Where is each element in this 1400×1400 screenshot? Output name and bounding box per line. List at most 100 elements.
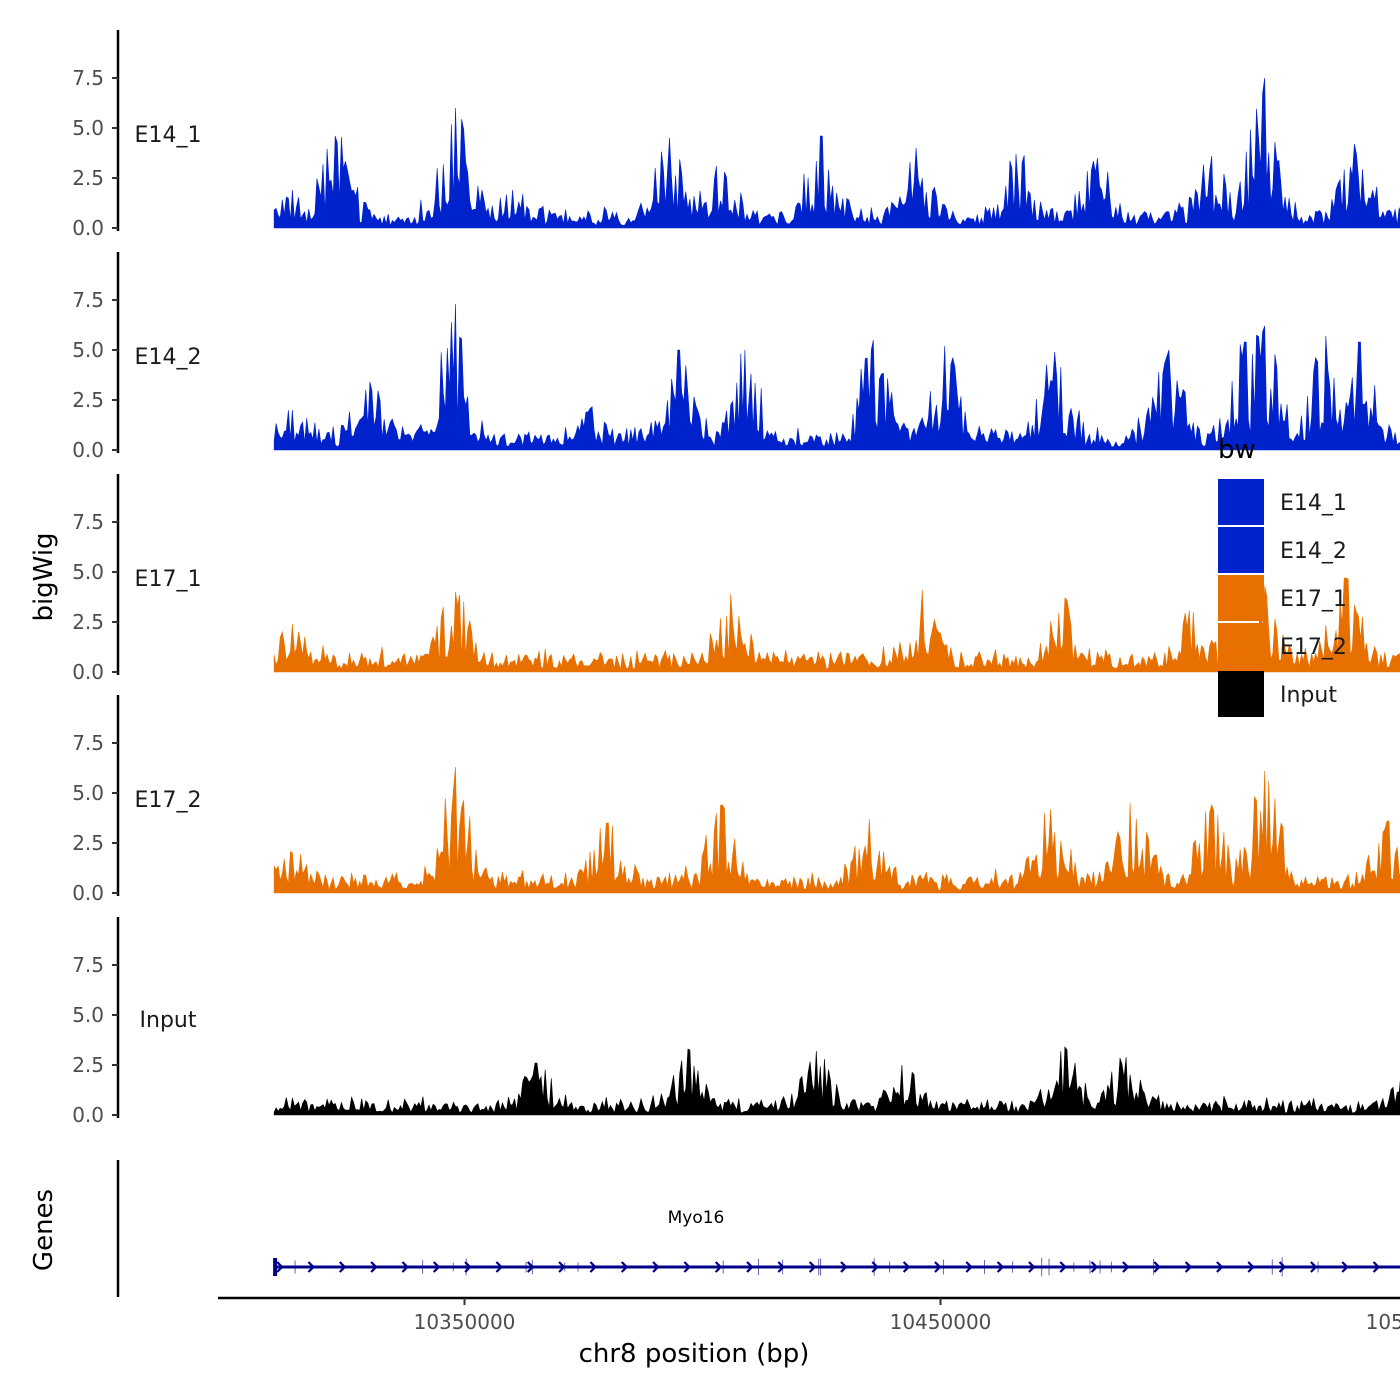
strand-chevron <box>965 1261 973 1273</box>
legend-item: E17_1 <box>1218 575 1347 621</box>
strand-chevron <box>432 1261 441 1273</box>
y-tick-label: 0.0 <box>72 660 104 684</box>
strand-chevron <box>620 1261 629 1273</box>
y-tick-label: 5.0 <box>72 560 104 584</box>
x-tick-label: 10350000 <box>414 1310 516 1334</box>
y-tick-label: 2.5 <box>72 610 104 634</box>
signal-area <box>273 577 1400 673</box>
strand-chevron <box>1184 1261 1193 1273</box>
signal-area <box>273 766 1400 894</box>
strand-chevron <box>1153 1261 1161 1273</box>
strand-chevron <box>276 1261 284 1273</box>
track-e14-1: 0.0 2.5 5.0 7.5 E14_1 <box>72 30 1400 240</box>
legend-item: Input <box>1218 671 1337 717</box>
strand-chevron <box>871 1261 879 1273</box>
x-axis: 10350000104500001055000010650000 <box>218 1296 1400 1334</box>
strand-chevron <box>1090 1261 1099 1273</box>
strand-chevron <box>495 1261 503 1273</box>
legend-swatch <box>1218 575 1264 621</box>
track-label: E17_1 <box>135 567 202 592</box>
y-tick-label: 2.5 <box>72 388 104 412</box>
y-tick-label: 2.5 <box>72 166 104 190</box>
track-label: Input <box>140 1008 197 1033</box>
strand-chevron <box>840 1261 848 1273</box>
strand-chevron <box>1059 1261 1067 1273</box>
y-tick-label: 5.0 <box>72 781 104 805</box>
legend-item: E14_1 <box>1218 479 1347 525</box>
y-tick-label: 2.5 <box>72 831 104 855</box>
y-tick-label: 7.5 <box>72 731 104 755</box>
strand-chevron <box>1122 1261 1130 1273</box>
strand-chevron <box>1372 1261 1381 1273</box>
strand-chevron <box>1341 1261 1349 1273</box>
y-tick-label: 7.5 <box>72 66 104 90</box>
track-label: E14_1 <box>135 123 202 148</box>
strand-chevron <box>464 1261 472 1273</box>
x-tick-label: 10450000 <box>890 1310 992 1334</box>
y-tick-label: 7.5 <box>72 510 104 534</box>
y-tick-label: 0.0 <box>72 1103 104 1127</box>
legend-item: E17_2 <box>1218 623 1347 669</box>
track-e17-1: 0.0 2.5 5.0 7.5 E17_1 <box>72 474 1400 684</box>
track-label: E14_2 <box>135 345 202 370</box>
signal-area <box>273 1046 1400 1116</box>
bigwig-tracks: 0.0 2.5 5.0 7.5 E14_1 0.0 2.5 5.0 7.5 E14_2 0.0 2.5… <box>72 30 1400 1127</box>
track-e17-2: 0.0 2.5 5.0 7.5 E17_2 <box>72 695 1400 905</box>
legend-swatch <box>1218 671 1264 717</box>
track-e14-2: 0.0 2.5 5.0 7.5 E14_2 <box>72 252 1400 462</box>
strand-chevron <box>1216 1261 1224 1273</box>
legend-label: Input <box>1280 683 1337 708</box>
genes-axis-title: Genes <box>29 1189 59 1271</box>
signal-area <box>273 303 1400 451</box>
y-tick-label: 2.5 <box>72 1053 104 1077</box>
strand-chevron <box>401 1261 409 1273</box>
strand-chevron <box>683 1261 691 1273</box>
legend-label: E17_2 <box>1280 635 1347 660</box>
legend-label: E14_2 <box>1280 539 1347 564</box>
gene-label: Myo16 <box>668 1208 725 1228</box>
track-input: 0.0 2.5 5.0 7.5 Input <box>72 917 1400 1127</box>
y-tick-label: 0.0 <box>72 438 104 462</box>
strand-chevron <box>338 1261 347 1273</box>
legend-swatch <box>1218 527 1264 573</box>
x-axis-title: chr8 position (bp) <box>579 1339 810 1369</box>
strand-chevron <box>1278 1261 1287 1273</box>
strand-chevron <box>307 1261 315 1273</box>
legend: E14_1 E14_2 E17_1 E17_2 Input <box>1218 479 1347 717</box>
strand-chevron <box>1247 1261 1255 1273</box>
strand-chevron <box>370 1261 378 1273</box>
y-tick-label: 5.0 <box>72 338 104 362</box>
strand-chevron <box>902 1261 911 1273</box>
gene-myo16: Myo16 <box>273 1208 1400 1277</box>
y-tick-label: 7.5 <box>72 288 104 312</box>
strand-chevron <box>1028 1261 1036 1273</box>
legend-swatch <box>1218 479 1264 525</box>
y-tick-label: 0.0 <box>72 216 104 240</box>
gene-track: Myo16 <box>116 1160 1400 1297</box>
signal-area <box>273 77 1400 229</box>
legend-label: E14_1 <box>1280 491 1347 516</box>
strand-chevron <box>589 1261 597 1273</box>
strand-chevron <box>746 1261 754 1273</box>
x-tick-label: 10550000 <box>1366 1310 1400 1334</box>
legend-title: bw <box>1218 435 1256 465</box>
strand-chevron <box>996 1261 1005 1273</box>
strand-chevron <box>1310 1261 1318 1273</box>
strand-chevron <box>808 1261 817 1273</box>
exon-block <box>273 1258 278 1276</box>
strand-chevron <box>714 1261 723 1273</box>
y-tick-label: 5.0 <box>72 1003 104 1027</box>
strand-chevron <box>777 1261 785 1273</box>
legend-item: E14_2 <box>1218 527 1347 573</box>
y-tick-label: 0.0 <box>72 881 104 905</box>
legend-label: E17_1 <box>1280 587 1347 612</box>
y-axis-title: bigWig <box>29 532 59 621</box>
y-tick-label: 5.0 <box>72 116 104 140</box>
strand-chevron <box>526 1261 535 1273</box>
strand-chevron <box>934 1261 942 1273</box>
legend-swatch <box>1218 623 1264 669</box>
track-label: E17_2 <box>135 788 202 813</box>
strand-chevron <box>558 1261 566 1273</box>
strand-chevron <box>652 1261 660 1273</box>
